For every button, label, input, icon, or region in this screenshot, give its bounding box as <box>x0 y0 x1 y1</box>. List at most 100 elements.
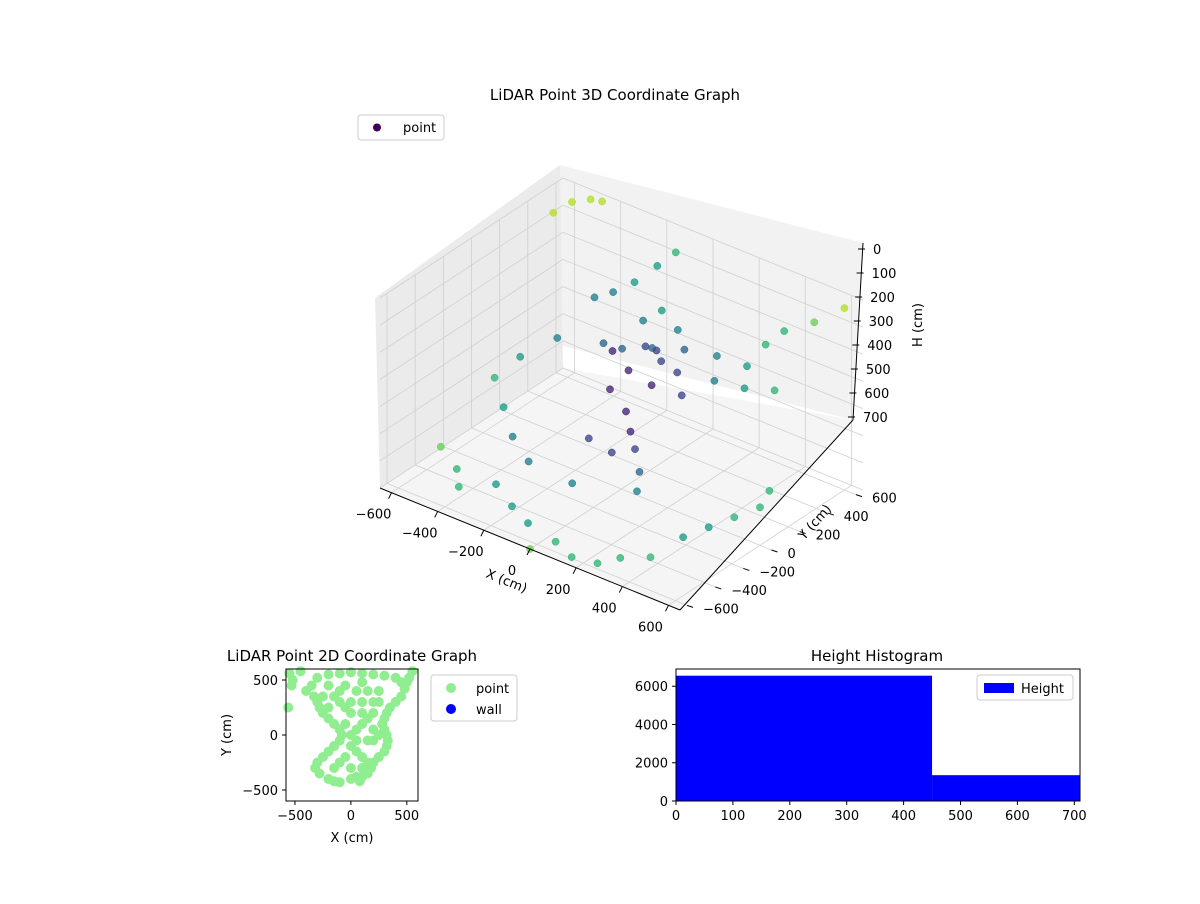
z-axis-label-3d: H (cm) <box>911 303 926 347</box>
point-3d <box>452 465 461 473</box>
point-3d <box>606 385 614 394</box>
legend-histogram-label: Height <box>1021 682 1064 697</box>
x-tick-3d <box>572 567 577 574</box>
y-tick-3d <box>799 531 806 535</box>
point-3d <box>647 381 656 390</box>
grid-line-z <box>379 340 864 464</box>
point-3d <box>730 513 739 522</box>
point-3d <box>508 502 516 511</box>
point-3d <box>624 366 633 375</box>
point-3d <box>710 376 719 385</box>
point-2d <box>368 724 379 735</box>
point-2d <box>357 677 368 688</box>
point-3d <box>680 345 689 354</box>
y-ticks-histogram: 0 2000 4000 6000 <box>635 680 676 810</box>
point-3d <box>633 487 641 496</box>
x-tick-label-histogram: 200 <box>777 809 802 824</box>
point-3d <box>598 197 606 206</box>
point-3d <box>810 318 819 327</box>
z-tick-label-3d: 300 <box>869 315 894 330</box>
point-3d <box>593 559 602 568</box>
x-tick-3d <box>480 530 485 537</box>
y-tick-label-3d: −200 <box>759 565 795 580</box>
x-tick-label-3d: 400 <box>592 602 617 617</box>
point-3d <box>740 384 749 393</box>
chart-3d-title: LiDAR Point 3D Coordinate Graph <box>490 86 740 104</box>
side-pane-y <box>375 165 563 488</box>
point-3d <box>454 482 463 491</box>
legend-3d-label-point: point <box>403 121 436 136</box>
point-3d <box>551 537 560 546</box>
point-3d <box>436 442 445 451</box>
y-tick-3d <box>771 549 778 553</box>
point-3d <box>567 553 576 561</box>
point-3d <box>679 533 687 542</box>
y-tick-label-histogram: 6000 <box>635 680 668 695</box>
point-2d <box>379 670 390 681</box>
point-3d <box>704 523 713 532</box>
point-3d <box>490 373 499 382</box>
grid-line-z <box>379 231 864 355</box>
point-3d <box>635 468 644 476</box>
point-2d <box>329 763 340 773</box>
chart-histogram: Height Histogram 0 100 200 300 400 500 600 700 … <box>635 647 1087 824</box>
x-ticks-histogram: 0 100 200 300 400 500 600 700 <box>672 801 1087 824</box>
point-3d <box>622 407 630 416</box>
point-3d <box>568 198 576 206</box>
x-ticks-2d: −500 0 500 <box>277 801 419 824</box>
y-tick-label-2d: 500 <box>253 674 278 689</box>
point-3d <box>590 293 599 302</box>
chart-2d-title: LiDAR Point 2D Coordinate Graph <box>227 647 477 665</box>
point-2d <box>357 668 368 679</box>
y-tick-label-2d: −500 <box>242 784 278 799</box>
x-tick-label-3d: 0 <box>508 564 516 579</box>
legend-2d: point wall <box>430 674 518 722</box>
legend-3d-frame <box>357 114 445 141</box>
x-tick-label-histogram: 400 <box>891 809 916 824</box>
point-3d <box>609 288 617 296</box>
point-3d <box>765 486 774 495</box>
y-tick-3d <box>855 494 863 498</box>
point-2d <box>323 669 334 680</box>
x-tick-label-histogram: 0 <box>672 809 680 824</box>
point-3d <box>652 346 661 355</box>
point-3d <box>641 342 650 351</box>
y-tick-label-3d: 600 <box>872 492 897 507</box>
point-3d <box>713 352 721 360</box>
point-2d <box>396 691 407 702</box>
point-3d <box>761 340 770 349</box>
point-3d <box>673 368 682 377</box>
point-2d <box>373 686 384 696</box>
point-2d <box>362 686 373 696</box>
point-3d <box>646 553 655 562</box>
point-3d <box>639 316 647 325</box>
y-tick-label-3d: 200 <box>816 529 841 544</box>
x-tick-label-2d: −500 <box>277 809 313 824</box>
legend-2d-label-wall: wall <box>476 703 502 718</box>
y-axis-line <box>679 419 854 611</box>
x-tick-label-histogram: 700 <box>1062 809 1087 824</box>
z-tick-label-3d: 0 <box>873 243 881 258</box>
point-2d <box>357 708 368 718</box>
point-3d <box>616 554 625 562</box>
point-3d <box>524 457 533 466</box>
point-3d <box>780 327 789 335</box>
point-3d <box>743 362 751 371</box>
x-tick-3d <box>665 605 669 612</box>
x-tick-3d <box>526 548 531 556</box>
y-ticks-2d: −500 0 500 <box>242 674 286 799</box>
point-2d <box>357 763 368 773</box>
z-ticks-3d: 0 100 200 300 400 500 600 700 <box>848 243 896 426</box>
point-3d <box>840 304 849 312</box>
grid-line-z <box>379 204 864 328</box>
point-3d <box>607 448 616 457</box>
point-2d <box>351 735 362 746</box>
point-2d <box>340 719 351 729</box>
point-cloud-2d <box>283 666 418 788</box>
point-2d <box>345 697 356 707</box>
point-3d <box>499 403 508 411</box>
legend-histogram: Height <box>976 674 1074 701</box>
y-tick-3d <box>827 512 834 516</box>
